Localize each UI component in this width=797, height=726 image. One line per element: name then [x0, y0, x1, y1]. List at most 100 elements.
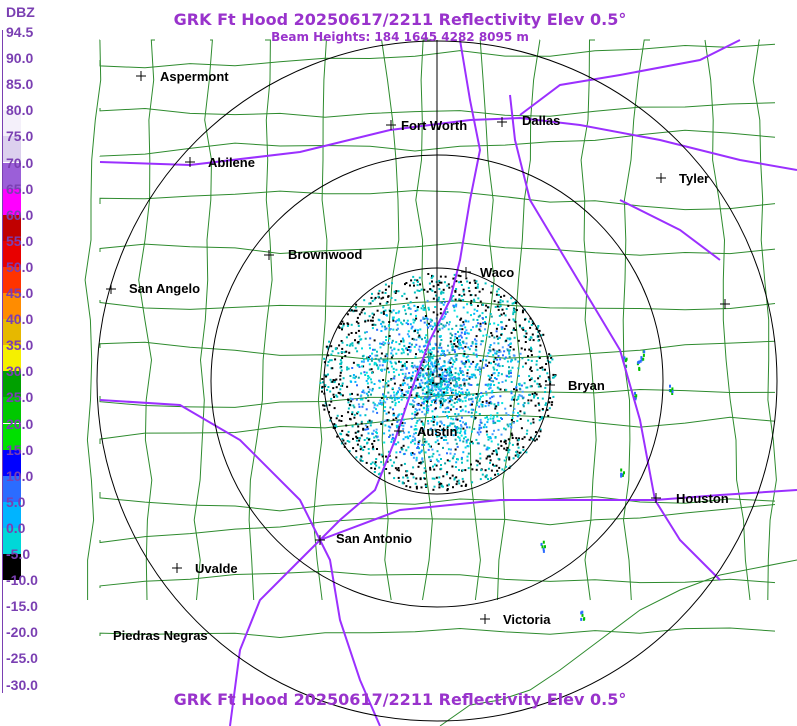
echo-pixel	[526, 429, 529, 432]
echo-pixel	[487, 374, 490, 377]
echo-pixel	[620, 474, 623, 478]
echo-pixel	[441, 402, 444, 405]
echo-pixel	[398, 480, 401, 483]
echo-pixel	[469, 442, 472, 445]
echo-pixel	[424, 483, 427, 486]
echo-pixel	[460, 391, 462, 394]
echo-pixel	[382, 359, 385, 361]
echo-pixel	[330, 397, 333, 400]
echo-pixel	[435, 464, 438, 467]
echo-pixel	[449, 452, 452, 455]
echo-pixel	[455, 461, 458, 464]
echo-pixel	[367, 448, 370, 450]
echo-pixel	[401, 348, 404, 350]
echo-pixel	[431, 477, 434, 480]
echo-pixel	[446, 489, 449, 492]
echo-pixel	[532, 339, 535, 342]
echo-pixel	[351, 344, 354, 347]
legend-swatch	[3, 84, 21, 111]
echo-pixel	[401, 372, 404, 375]
echo-pixel	[624, 359, 627, 363]
echo-pixel	[489, 376, 492, 379]
echo-pixel	[430, 361, 433, 364]
echo-pixel	[389, 426, 392, 429]
echo-pixel	[435, 365, 438, 368]
echo-pixel	[352, 404, 355, 407]
echo-pixel	[398, 319, 401, 322]
echo-pixel	[351, 425, 354, 428]
echo-pixel	[388, 429, 391, 432]
echo-pixel	[530, 350, 533, 353]
echo-pixel	[408, 385, 411, 388]
legend-label: 0.0	[6, 519, 26, 536]
echo-pixel	[415, 487, 418, 490]
echo-pixel	[460, 360, 463, 363]
echo-pixel	[511, 359, 514, 362]
echo-pixel	[544, 368, 546, 371]
echo-pixel	[461, 324, 464, 327]
echo-pixel	[329, 419, 332, 422]
echo-pixel	[549, 397, 552, 400]
echo-pixel	[350, 400, 353, 403]
city-label: San Antonio	[336, 531, 412, 546]
echo-pixel	[513, 407, 516, 410]
echo-pixel	[431, 429, 434, 432]
echo-pixel	[367, 420, 370, 423]
echo-pixel	[446, 471, 449, 474]
echo-pixel	[428, 322, 430, 325]
echo-pixel	[518, 387, 521, 390]
echo-pixel	[479, 457, 482, 460]
echo-pixel	[532, 322, 534, 325]
echo-pixel	[336, 414, 339, 417]
echo-pixel	[424, 382, 427, 384]
echo-pixel	[347, 401, 350, 404]
echo-pixel	[407, 390, 410, 393]
city-marker	[264, 250, 274, 260]
echo-pixel	[382, 379, 385, 381]
echo-pixel	[403, 344, 406, 347]
echo-pixel	[422, 373, 425, 376]
echo-pixel	[433, 485, 436, 488]
echo-pixel	[467, 467, 470, 470]
echo-pixel	[398, 388, 401, 391]
echo-pixel	[440, 291, 443, 294]
echo-pixel	[443, 281, 446, 284]
echo-pixel	[454, 385, 457, 388]
echo-pixel	[451, 391, 454, 394]
echo-pixel	[378, 402, 380, 405]
echo-pixel	[492, 366, 495, 369]
echo-pixel	[365, 428, 368, 431]
echo-pixel	[458, 390, 461, 393]
echo-pixel	[482, 334, 485, 337]
city-marker	[720, 299, 730, 309]
city-marker	[480, 614, 490, 624]
echo-pixel	[371, 357, 373, 360]
echo-pixel	[346, 366, 349, 369]
echo-pixel	[539, 344, 542, 347]
echo-pixel	[442, 288, 445, 291]
echo-pixel	[355, 331, 358, 334]
echo-pixel	[382, 310, 385, 313]
echo-pixel	[497, 403, 500, 406]
echo-pixel	[373, 406, 376, 409]
echo-pixel	[475, 342, 478, 345]
echo-pixel	[411, 374, 414, 377]
echo-pixel	[390, 297, 393, 299]
echo-pixel	[465, 439, 468, 442]
echo-pixel	[425, 372, 428, 375]
echo-pixel	[414, 328, 417, 331]
echo-pixel	[509, 349, 511, 352]
echo-pixel	[435, 383, 438, 386]
echo-pixel	[397, 397, 400, 400]
echo-pixel	[489, 386, 492, 389]
echo-pixel	[462, 299, 465, 301]
echo-pixel	[439, 344, 441, 347]
echo-pixel	[433, 369, 436, 372]
echo-pixel	[330, 359, 333, 362]
legend-border	[2, 30, 3, 693]
echo-pixel	[385, 335, 388, 338]
echo-pixel	[404, 365, 406, 367]
echo-pixel	[533, 380, 536, 383]
echo-pixel	[400, 464, 403, 467]
echo-pixel	[363, 391, 366, 394]
